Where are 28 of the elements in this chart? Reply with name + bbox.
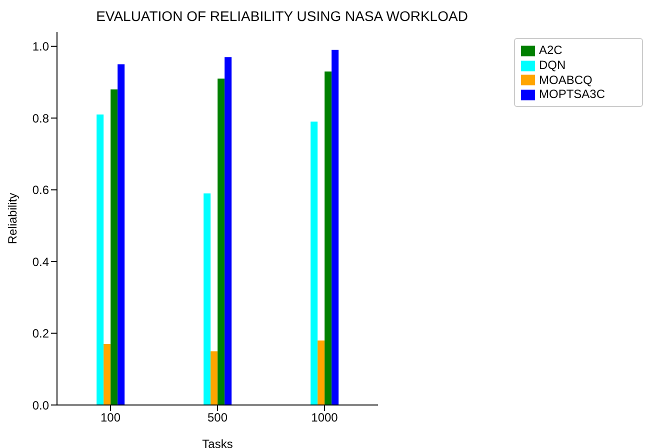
y-tick-label: 0.8 <box>32 111 50 126</box>
y-tick-label: 1.0 <box>32 40 50 54</box>
y-tick-label: 0.6 <box>32 183 50 198</box>
legend-label: MOABCQ <box>539 72 592 87</box>
x-tick-label: 100 <box>100 410 121 425</box>
chart-title: EVALUATION OF RELIABILITY USING NASA WORKLOAD <box>95 8 469 24</box>
legend-label: MOPTSA3C <box>539 87 606 102</box>
legend-label: DQN <box>539 58 566 72</box>
bar <box>110 89 118 405</box>
bar <box>210 351 218 405</box>
bar <box>118 64 125 405</box>
bar <box>104 344 111 405</box>
bar <box>204 193 211 405</box>
bar <box>332 50 339 405</box>
bar <box>318 340 325 405</box>
bar <box>96 114 104 405</box>
y-axis-title: Reliability <box>5 192 20 244</box>
x-tick-label: 500 <box>207 410 228 425</box>
bar <box>324 71 332 405</box>
y-tick-label: 0.4 <box>32 254 50 269</box>
x-axis-title: Tasks <box>202 437 233 448</box>
legend-label: A2C <box>539 43 562 57</box>
x-tick-label: 1000 <box>311 410 338 425</box>
bar <box>218 78 225 405</box>
bar <box>224 57 232 405</box>
y-tick-label: 0.2 <box>32 326 50 341</box>
bar <box>310 122 318 405</box>
y-tick-label: 0.0 <box>32 398 50 412</box>
